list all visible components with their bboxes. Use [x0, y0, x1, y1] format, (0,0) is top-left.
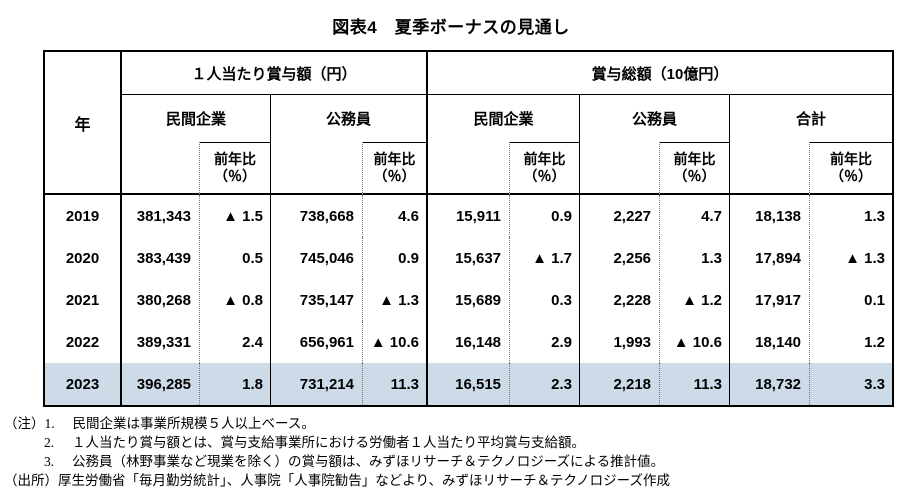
- data-cell: 0.5: [200, 237, 271, 279]
- data-cell: 383,439: [122, 237, 200, 279]
- blank-header-cell: [271, 142, 363, 195]
- data-cell: 18,138: [730, 195, 811, 237]
- col-group-per-person-bonus: １人当たり賞与額（円）: [122, 52, 429, 95]
- data-cell: 17,894: [730, 237, 811, 279]
- source-text: 厚生労働省「毎月勤労統計」、人事院「人事院勧告」などより、みずほリサーチ＆テクノ…: [58, 473, 670, 489]
- note-number: 1.: [44, 416, 55, 431]
- blank-header-cell: [730, 142, 811, 195]
- data-cell: ▲ 10.6: [363, 321, 429, 363]
- data-cell: 731,214: [271, 363, 363, 405]
- data-cell: 0.1: [864, 291, 886, 309]
- data-cell: 380,268: [122, 279, 200, 321]
- note-number: 3.: [44, 454, 55, 470]
- year-cell: 2019: [45, 195, 122, 237]
- table-row: 2019 381,343 ▲ 1.5 738,668 4.6 15,911 0.9 2,227…: [45, 195, 892, 237]
- source-label: （出所）: [4, 473, 58, 489]
- data-cell: 745,046: [271, 237, 363, 279]
- blank-header-cell: [428, 142, 511, 195]
- blank-header-cell: [122, 142, 200, 195]
- note-line-3: 3. 公務員（林野事業など現業を除く）の賞与額は、みずほリサーチ＆テクノロジーズ…: [4, 452, 902, 471]
- data-cell: 2.4: [200, 321, 271, 363]
- data-cell: 16,515: [428, 363, 511, 405]
- source-line: （出所） 厚生労働省「毎月勤労統計」、人事院「人事院勧告」などより、みずほリサー…: [4, 471, 902, 490]
- col-header-year: 年: [45, 52, 122, 195]
- note-line-2: 2. １人当たり賞与額とは、賞与支給事業所における労働者１人当たり平均賞与支給額…: [4, 433, 902, 452]
- data-cell: 2,218: [580, 363, 661, 405]
- year-cell: 2023: [45, 363, 122, 405]
- data-cell: 4.7: [660, 195, 731, 237]
- data-cell: 2,256: [580, 237, 661, 279]
- note-indent: [4, 433, 44, 452]
- table-row: 2022 389,331 2.4 656,961 ▲ 10.6 16,148 2.9 1,99…: [45, 321, 892, 363]
- data-cell: 396,285: [122, 363, 200, 405]
- table-row: 2021 380,268 ▲ 0.8 735,147 ▲ 1.3 15,689 0.3 2,2…: [45, 279, 892, 321]
- data-cell: 18,732: [730, 363, 811, 405]
- year-cell: 2020: [45, 237, 122, 279]
- table-row: 2020 383,439 0.5 745,046 0.9 15,637 ▲ 1.7 2,256…: [45, 237, 892, 279]
- note-text: １人当たり賞与額とは、賞与支給事業所における労働者１人当たり平均賞与支給額。: [72, 435, 585, 451]
- year-cell: 2022: [45, 321, 122, 363]
- data-cell: 15,637: [428, 237, 511, 279]
- data-cell: ▲ 1.5: [200, 195, 271, 237]
- data-cell: 16,148: [428, 321, 511, 363]
- col-header-yoy-private-total: 前年比 （％）: [510, 142, 581, 195]
- data-cell: 2.3: [510, 363, 581, 405]
- note-text: 公務員（林野事業など現業を除く）の賞与額は、みずほリサーチ＆テクノロジーズによる…: [72, 454, 665, 470]
- summer-bonus-table: 年 １人当たり賞与額（円） 賞与総額（10億円） 民間企業 公務員 民間企業 公…: [43, 50, 895, 407]
- data-cell: 18,140: [730, 321, 811, 363]
- data-cell: 1.8: [200, 363, 271, 405]
- data-cell: ▲ 0.8: [200, 279, 271, 321]
- col-header-yoy-public-per-person: 前年比 （％）: [363, 142, 429, 195]
- col-header-private-total: 民間企業: [428, 95, 581, 142]
- data-cell: 15,689: [428, 279, 511, 321]
- data-cell: 11.3: [660, 363, 731, 405]
- data-cell: ▲ 10.6: [660, 321, 731, 363]
- data-cell: 1.3: [660, 237, 731, 279]
- note-indent: [4, 452, 44, 471]
- data-cell: ▲ 1.3: [845, 249, 886, 267]
- col-header-public-total: 公務員: [580, 95, 731, 142]
- data-cell: 1.3: [864, 207, 886, 225]
- col-group-total-bonus: 賞与総額（10億円）: [428, 52, 893, 95]
- col-header-yoy-sum-total: 前年比 （％）: [810, 142, 893, 195]
- data-cell: 1,993: [580, 321, 661, 363]
- data-cell: 656,961: [271, 321, 363, 363]
- note-line-1: （注） 1. 民間企業は事業所規模５人以上ベース。: [4, 414, 902, 433]
- data-cell: 0.3: [510, 279, 581, 321]
- data-cell: 2.9: [510, 321, 581, 363]
- col-header-public-per-person: 公務員: [271, 95, 429, 142]
- data-cell: ▲ 1.3: [363, 279, 429, 321]
- data-cell: 3.3: [810, 363, 893, 405]
- data-cell: 0.9: [363, 237, 429, 279]
- note-text: 民間企業は事業所規模５人以上ベース。: [72, 416, 315, 431]
- data-cell: 0.9: [510, 195, 581, 237]
- data-cell: 2,227: [580, 195, 661, 237]
- data-cell: 381,343: [122, 195, 200, 237]
- year-cell: 2021: [45, 279, 122, 321]
- col-header-sum-total: 合計: [796, 111, 827, 128]
- col-header-yoy-private-per-person: 前年比 （％）: [200, 142, 271, 195]
- data-cell: 1.2: [864, 333, 886, 351]
- data-cell: 4.6: [363, 195, 429, 237]
- table-header: 年 １人当たり賞与額（円） 賞与総額（10億円） 民間企業 公務員 民間企業 公…: [45, 52, 893, 195]
- table-row: 2023 396,285 1.8 731,214 11.3 16,515 2.3 2,218 1…: [45, 363, 893, 405]
- table-body: 2019 381,343 ▲ 1.5 738,668 4.6 15,911 0.9 2,227…: [45, 195, 893, 405]
- data-cell: ▲ 1.2: [660, 279, 731, 321]
- data-cell: 11.3: [363, 363, 429, 405]
- data-cell: 15,911: [428, 195, 511, 237]
- col-header-yoy-public-total: 前年比 （％）: [660, 142, 731, 195]
- footnotes: （注） 1. 民間企業は事業所規模５人以上ベース。 2. １人当たり賞与額とは、…: [4, 414, 902, 491]
- data-cell: 17,917: [730, 279, 811, 321]
- data-cell: ▲ 1.7: [510, 237, 581, 279]
- figure-title: 図表4 夏季ボーナスの見通し: [332, 18, 570, 37]
- note-label: （注）: [4, 416, 45, 431]
- blank-header-cell: [580, 142, 661, 195]
- data-cell: 2,228: [580, 279, 661, 321]
- col-header-private-per-person: 民間企業: [122, 95, 271, 142]
- data-cell: 389,331: [122, 321, 200, 363]
- data-cell: 738,668: [271, 195, 363, 237]
- data-cell: 735,147: [271, 279, 363, 321]
- note-number: 2.: [44, 435, 55, 451]
